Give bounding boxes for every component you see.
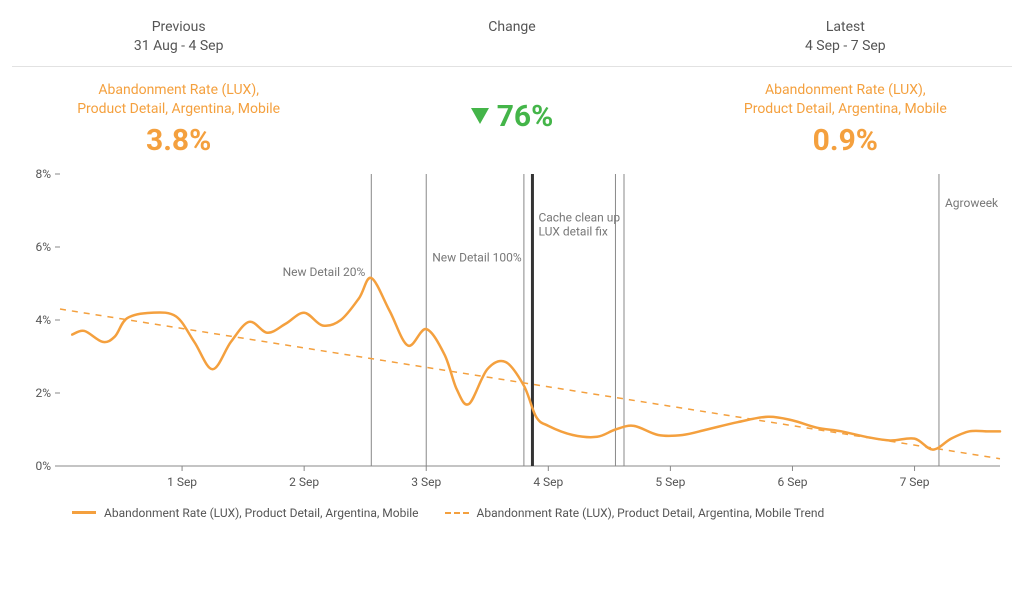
chart-svg: 0% 2% 4% 6% 8% 1 Sep 2 Sep 3 Sep 4 Sep 5 Sep 6 Sep… xyxy=(12,166,1012,496)
svg-text:3 Sep: 3 Sep xyxy=(411,475,441,489)
legend-trend-swatch xyxy=(445,512,469,514)
summary-previous-value: 3.8% xyxy=(12,123,345,158)
svg-text:4 Sep: 4 Sep xyxy=(533,475,563,489)
abandonment-chart: 0% 2% 4% 6% 8% 1 Sep 2 Sep 3 Sep 4 Sep 5 Sep 6 Sep… xyxy=(12,166,1012,496)
legend-series: Abandonment Rate (LUX), Product Detail, … xyxy=(72,506,419,520)
svg-text:2 Sep: 2 Sep xyxy=(289,475,319,489)
header-previous: Previous 31 Aug - 4 Sep xyxy=(12,18,345,66)
summary-previous: Abandonment Rate (LUX), Product Detail, … xyxy=(12,81,345,158)
legend-series-label: Abandonment Rate (LUX), Product Detail, … xyxy=(104,506,419,520)
svg-text:5 Sep: 5 Sep xyxy=(655,475,685,489)
legend-series-swatch xyxy=(72,511,96,514)
arrow-down-icon xyxy=(471,108,489,124)
summary-change-value: 76% xyxy=(345,99,678,134)
summary-row: Abandonment Rate (LUX), Product Detail, … xyxy=(12,81,1012,158)
header-latest-range: 4 Sep - 7 Sep xyxy=(679,37,1012,56)
chart-legend: Abandonment Rate (LUX), Product Detail, … xyxy=(72,506,1012,520)
svg-text:7 Sep: 7 Sep xyxy=(900,475,930,489)
summary-latest-title: Abandonment Rate (LUX), Product Detail, … xyxy=(679,81,1012,119)
summary-latest: Abandonment Rate (LUX), Product Detail, … xyxy=(679,81,1012,158)
legend-trend-label: Abandonment Rate (LUX), Product Detail, … xyxy=(477,506,825,520)
svg-text:1 Sep: 1 Sep xyxy=(167,475,197,489)
header-latest: Latest 4 Sep - 7 Sep xyxy=(679,18,1012,66)
svg-text:8%: 8% xyxy=(35,167,51,181)
svg-text:0%: 0% xyxy=(35,459,51,473)
svg-text:New Detail 20%: New Detail 20% xyxy=(283,265,366,279)
comparison-header: Previous 31 Aug - 4 Sep Change Latest 4 … xyxy=(12,18,1012,67)
svg-text:Agroweek: Agroweek xyxy=(945,195,999,209)
header-change-label: Change xyxy=(345,18,678,37)
summary-change: 76% xyxy=(345,81,678,158)
header-previous-label: Previous xyxy=(12,18,345,37)
header-latest-label: Latest xyxy=(679,18,1012,37)
legend-trend: Abandonment Rate (LUX), Product Detail, … xyxy=(445,506,825,520)
header-change: Change xyxy=(345,18,678,66)
svg-text:LUX detail fix: LUX detail fix xyxy=(538,224,607,238)
header-previous-range: 31 Aug - 4 Sep xyxy=(12,37,345,56)
summary-latest-value: 0.9% xyxy=(679,123,1012,158)
svg-text:4%: 4% xyxy=(35,313,51,327)
summary-previous-title: Abandonment Rate (LUX), Product Detail, … xyxy=(12,81,345,119)
svg-text:Cache clean up: Cache clean up xyxy=(538,210,620,224)
svg-text:6 Sep: 6 Sep xyxy=(777,475,807,489)
svg-text:New Detail 100%: New Detail 100% xyxy=(432,250,522,264)
svg-text:2%: 2% xyxy=(35,386,51,400)
svg-text:6%: 6% xyxy=(35,240,51,254)
